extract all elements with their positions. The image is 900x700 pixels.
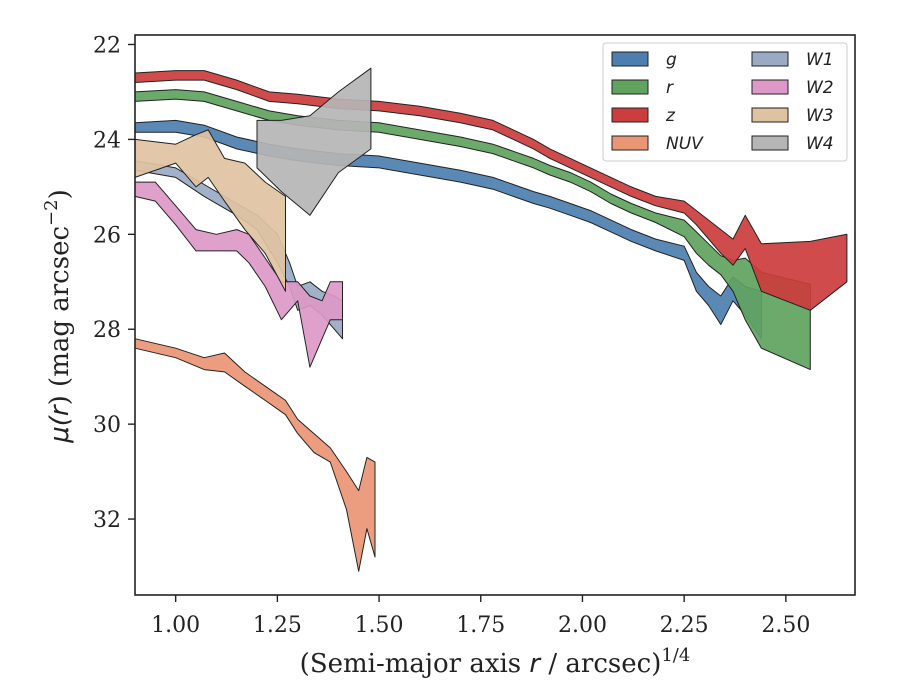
plot-frame [134,34,856,596]
x-tick-label: 1.25 [253,613,302,638]
legend-swatch-w1 [751,51,789,67]
band-z [134,70,848,311]
legend-label-z: z [665,106,676,126]
x-tick-label: 2.25 [660,613,709,638]
x-tick-label: 1.75 [456,613,505,638]
x-tick-label: 2.50 [761,613,810,638]
legend-label-r: r [666,78,674,98]
band-nuv [134,338,376,572]
legend-swatch-r [611,79,649,95]
band-r [134,89,811,371]
legend-label-w3: W3 [806,106,834,126]
legend-swatch-w4 [751,135,789,151]
legend-box [602,42,848,162]
band-w3 [134,129,286,292]
x-axis-label: (Semi-major axis r / arcsec)1/4 [300,645,691,679]
y-axis-ticks: 22 24 26 28 30 32 [93,33,135,533]
band-w4 [256,67,372,216]
x-tick-label: 2.00 [558,613,607,638]
y-axis-label: μ(r) (mag arcsec−2) [41,189,75,444]
legend-label-w2: W2 [806,78,834,98]
y-tick-label: 26 [93,223,121,248]
x-axis-ticks: 1.00 1.25 1.50 1.75 2.00 2.25 2.50 [151,595,810,638]
legend-label-g: g [666,50,677,70]
legend-swatch-z [611,107,649,123]
x-tick-label: 1.50 [355,613,404,638]
y-tick-label: 28 [93,318,121,343]
y-tick-label: 30 [93,413,121,438]
y-tick-label: 24 [93,128,121,153]
band-layer [134,67,848,572]
legend-label-w4: W4 [806,134,834,154]
legend-label-w1: W1 [806,50,834,70]
y-tick-label: 32 [93,508,121,533]
legend-label-nuv: NUV [666,134,704,154]
x-tick-label: 1.00 [151,613,200,638]
legend-swatch-w2 [751,79,789,95]
legend-swatch-w3 [751,107,789,123]
legend: grz NUV W1 W2 W3 W4 [602,42,848,162]
y-tick-label: 22 [93,33,121,58]
band-w2 [134,181,343,368]
legend-swatch-g [611,51,649,67]
legend-swatch-nuv [611,135,649,151]
